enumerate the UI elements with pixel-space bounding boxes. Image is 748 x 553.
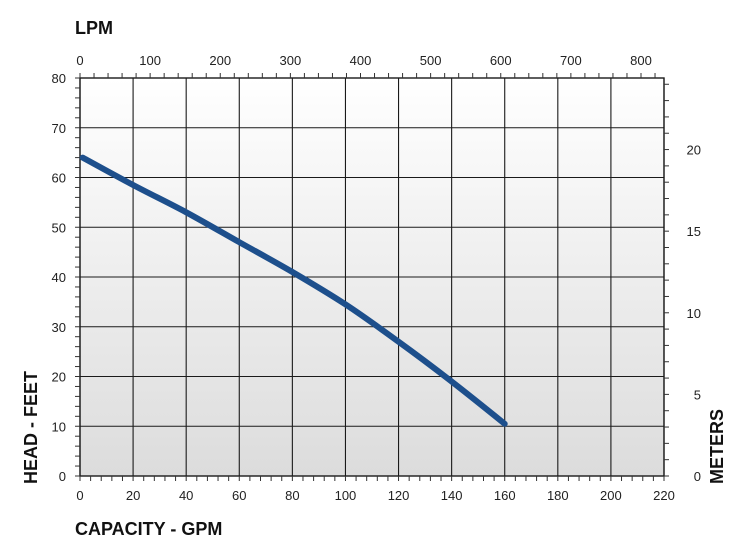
top-tick-label: 300 — [280, 53, 302, 68]
top-tick-label: 800 — [630, 53, 652, 68]
right-tick-label: 20 — [687, 143, 701, 158]
x-tick-label: 160 — [494, 488, 516, 503]
right-tick-label: 0 — [694, 469, 701, 484]
y-tick-label: 80 — [52, 71, 66, 86]
top-tick-label: 100 — [139, 53, 161, 68]
y-axis-title: HEAD - FEET — [21, 371, 41, 484]
x-tick-label: 220 — [653, 488, 675, 503]
top-tick-label: 200 — [209, 53, 231, 68]
y-tick-label: 40 — [52, 270, 66, 285]
right-tick-label: 10 — [687, 306, 701, 321]
x-tick-label: 80 — [285, 488, 299, 503]
minor-ticks — [75, 73, 669, 481]
y-tick-label: 70 — [52, 121, 66, 136]
x-tick-label: 200 — [600, 488, 622, 503]
x-tick-label: 180 — [547, 488, 569, 503]
x-tick-label: 40 — [179, 488, 193, 503]
y-tick-label: 10 — [52, 419, 66, 434]
y-tick-label: 30 — [52, 320, 66, 335]
x-axis-tick-labels: 0 20 40 60 80 100 120 140 160 180 200 220 — [76, 488, 674, 503]
top-tick-label: 600 — [490, 53, 512, 68]
top-axis-tick-labels: 0 100 200 300 400 500 600 700 800 — [76, 53, 651, 68]
x-tick-label: 100 — [335, 488, 357, 503]
y-tick-label: 0 — [59, 469, 66, 484]
x-tick-label: 0 — [76, 488, 83, 503]
y-tick-label: 20 — [52, 370, 66, 385]
right-axis-tick-labels: 0 5 10 15 20 — [687, 143, 701, 484]
x-tick-label: 120 — [388, 488, 410, 503]
x-tick-label: 20 — [126, 488, 140, 503]
y-axis-tick-labels: 0 10 20 30 40 50 60 70 80 — [52, 71, 66, 484]
top-tick-label: 400 — [350, 53, 372, 68]
x-tick-label: 140 — [441, 488, 463, 503]
grid-lines — [79, 77, 665, 477]
x-axis-title: CAPACITY - GPM — [75, 519, 222, 539]
x-tick-label: 60 — [232, 488, 246, 503]
y-tick-label: 50 — [52, 220, 66, 235]
right-tick-label: 5 — [694, 387, 701, 402]
top-tick-label: 700 — [560, 53, 582, 68]
performance-curve — [79, 154, 508, 427]
right-tick-label: 15 — [687, 224, 701, 239]
top-axis-title: LPM — [75, 18, 113, 38]
top-tick-label: 0 — [76, 53, 83, 68]
right-axis-title: METERS — [707, 409, 727, 484]
top-tick-label: 500 — [420, 53, 442, 68]
y-tick-label: 60 — [52, 171, 66, 186]
series-layer — [79, 154, 508, 427]
